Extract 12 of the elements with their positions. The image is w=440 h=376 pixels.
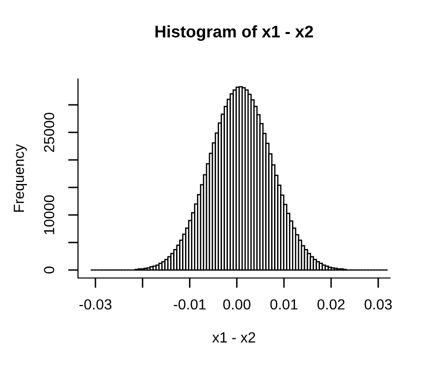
y-tick-label: 10000 xyxy=(44,195,54,234)
chart-title: Histogram of x1 - x2 xyxy=(155,25,313,41)
x-tick-label: 0.03 xyxy=(364,299,392,310)
x-tick-label: -0.01 xyxy=(174,299,206,310)
y-axis-title: Frequency xyxy=(14,144,27,212)
x-axis-title: x1 - x2 xyxy=(212,332,256,342)
y-tick-label: 25000 xyxy=(44,112,54,152)
x-tick-label: 0.01 xyxy=(270,299,298,310)
x-tick-label: -0.03 xyxy=(79,299,112,310)
x-tick-label: 0.00 xyxy=(223,299,250,310)
y-tick-label: 0 xyxy=(44,266,54,274)
x-tick-label: 0.02 xyxy=(317,299,345,310)
